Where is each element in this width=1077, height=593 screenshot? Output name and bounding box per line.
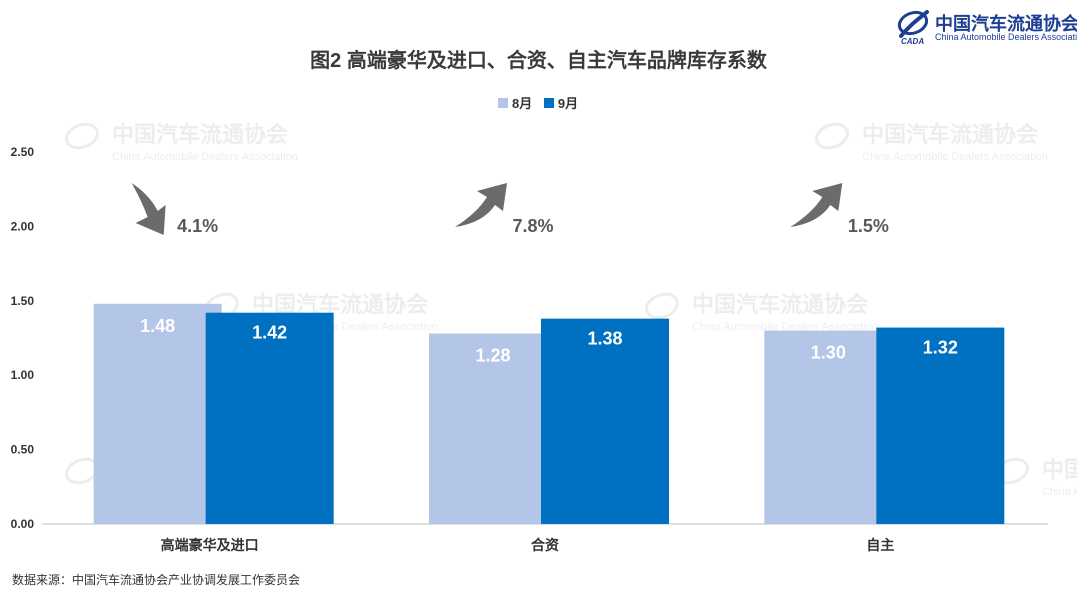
data-label: 1.32 (923, 338, 958, 358)
watermark-mark-icon (65, 122, 99, 150)
logo-name-en: China Automobile Dealers Association (935, 32, 1077, 42)
legend-label-8: 8月 (512, 96, 533, 111)
legend-item-9: 9月 (543, 93, 579, 112)
y-tick-label: 0.00 (11, 517, 35, 531)
chart-title: 图2 高端豪华及进口、合资、自主汽车品牌库存系数 (310, 50, 767, 72)
bar-9 (541, 318, 669, 524)
watermark-name-cn: 中国汽车流通协会 (692, 292, 868, 318)
bar-9 (205, 312, 334, 524)
y-tick-label: 2.00 (11, 219, 35, 233)
y-tick-label: 0.50 (11, 443, 35, 457)
watermark-name-en: China Automobile Dealers Association (862, 151, 1048, 163)
data-label: 1.48 (140, 316, 175, 336)
data-label: 1.30 (811, 343, 846, 363)
watermark-name-cn: 中国汽车流通协会 (112, 122, 288, 148)
bar-8 (429, 333, 557, 524)
legend-item-8: 8月 (498, 93, 532, 112)
watermark: 中国汽车流通协会 China Automobile Dealers Associa… (815, 122, 1048, 163)
legend-swatch-9 (543, 97, 554, 108)
watermark-mark-icon (815, 122, 849, 150)
trend-arrow-up-icon (455, 183, 507, 227)
data-label: 1.28 (475, 346, 510, 366)
watermark: 中国汽车流通协会 China Automobile Dealers Associa… (995, 457, 1077, 498)
trend-arrow-up-icon (790, 183, 843, 227)
change-annotation: 4.1% (177, 216, 218, 236)
x-tick-label: 高端豪华及进口 (161, 537, 259, 553)
watermark-name-en: China Automobile Dealers Association (692, 321, 878, 333)
y-tick-label: 1.50 (11, 294, 35, 308)
data-label: 1.38 (587, 329, 622, 349)
x-tick-label: 自主 (866, 537, 894, 553)
change-annotation: 1.5% (848, 216, 889, 236)
data-label: 1.42 (252, 323, 287, 343)
logo-name-cn: 中国汽车流通协会 (935, 14, 1077, 35)
logo-mark-icon: CADA (897, 10, 929, 46)
y-tick-label: 1.00 (11, 368, 35, 382)
watermark: 中国汽车流通协会 China Automobile Dealers Associa… (65, 122, 298, 163)
watermark-name-en: China Automobile Dealers Association (1042, 486, 1077, 498)
logo: CADA 中国汽车流通协会 China Automobile Dealers A… (893, 6, 1077, 48)
trend-arrow-down-icon (131, 183, 166, 235)
legend-swatch-8 (498, 97, 508, 108)
watermark: 中国汽车流通协会 China Automobile Dealers Associa… (645, 292, 878, 333)
y-tick-label: 2.50 (11, 145, 35, 159)
watermark-mark-icon (645, 292, 679, 320)
logo-mark-text: CADA (901, 37, 924, 46)
bar-8 (764, 330, 893, 524)
watermark-name-en: China Automobile Dealers Association (112, 151, 298, 163)
legend: 8月 9月 (498, 93, 586, 113)
x-tick-label: 合资 (531, 537, 559, 553)
legend-label-9: 9月 (557, 96, 579, 111)
watermark-name-cn: 中国汽车流通协会 (862, 122, 1038, 148)
change-annotation: 7.8% (512, 216, 553, 236)
bar-9 (876, 327, 1005, 524)
watermark-name-cn: 中国汽车流通协会 (1042, 457, 1077, 483)
bar-8 (93, 303, 222, 524)
source-note: 数据来源：中国汽车流通协会产业协调发展工作委员会 (12, 573, 301, 587)
